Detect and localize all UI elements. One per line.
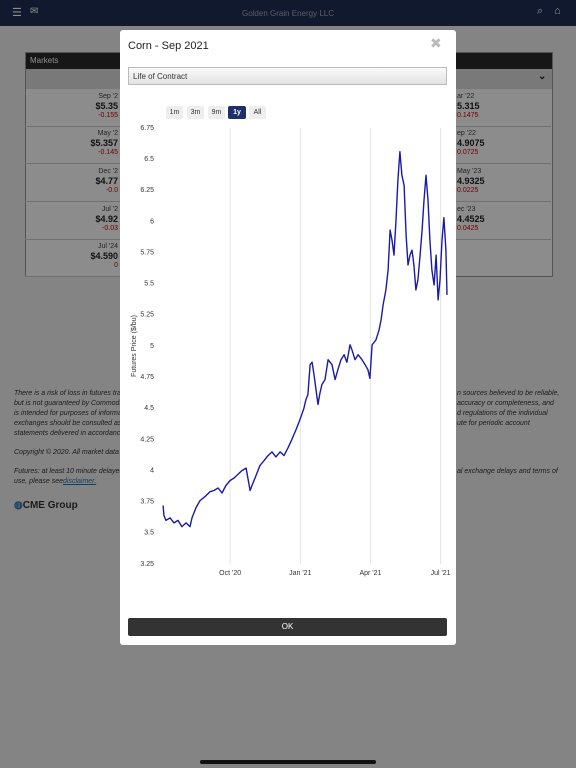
disclaimer-line: ute for periodic account bbox=[457, 420, 530, 427]
cell-border bbox=[456, 201, 551, 202]
cell-change: 0.1475 bbox=[457, 112, 479, 119]
disclaimer-line: There is a risk of loss in futures trad bbox=[14, 390, 125, 397]
cell-change: 0.0225 bbox=[457, 187, 479, 194]
cell-change: 0 bbox=[114, 262, 118, 269]
y-tick-label: 5.75 bbox=[140, 249, 154, 256]
cell-month: May '2 bbox=[97, 130, 118, 137]
y-tick-label: 3.25 bbox=[140, 561, 154, 568]
cell-border bbox=[25, 163, 120, 164]
cell-border bbox=[25, 201, 120, 202]
cell-month: ec '23 bbox=[457, 206, 476, 213]
cell-change: -0.155 bbox=[98, 112, 118, 119]
cell-month: Sep '2 bbox=[98, 93, 118, 100]
x-tick-label: Apr '21 bbox=[359, 570, 381, 577]
cell-price: 5.315 bbox=[457, 101, 480, 111]
x-tick-label: Jul '21 bbox=[431, 570, 451, 577]
disclaimer-line: is intended for purposes of informa bbox=[14, 410, 122, 417]
cell-price: $4.77 bbox=[95, 176, 118, 186]
chevron[interactable]: ⌄ bbox=[538, 71, 547, 82]
cell-change: -0.03 bbox=[102, 225, 118, 232]
y-tick-label: 4.5 bbox=[144, 405, 154, 412]
cell-border bbox=[25, 276, 120, 277]
chart-modal: Corn - Sep 2021 ✖ Life of Contract OK 1m… bbox=[120, 30, 456, 645]
y-tick-label: 6 bbox=[150, 218, 154, 225]
modal-title: Corn - Sep 2021 bbox=[128, 40, 209, 52]
delay-note: Futures: at least 10 minute delayed bbox=[14, 468, 124, 475]
cell-change: 0.0425 bbox=[457, 225, 479, 232]
disclaimer-line: statements delivered in accordance bbox=[14, 430, 125, 437]
y-tick-label: 5 bbox=[150, 343, 154, 350]
disclaimer-line: but is not guaranteed by Commodi bbox=[14, 400, 122, 407]
cell-border bbox=[25, 126, 120, 127]
cell-month: May '23 bbox=[457, 168, 482, 175]
delay-note: al exchange delays and terms of bbox=[457, 468, 558, 475]
y-axis-label: Futures Price ($/bu) bbox=[131, 315, 138, 377]
y-tick-label: 3.75 bbox=[140, 499, 154, 506]
range-button[interactable]: 1m bbox=[166, 106, 183, 119]
copyright: Copyright © 2020. All market data i bbox=[14, 449, 123, 456]
cell-change: -0.145 bbox=[98, 149, 118, 156]
y-tick-label: 6.5 bbox=[144, 156, 154, 163]
range-button[interactable]: 3m bbox=[187, 106, 204, 119]
top-bar: ☰ ✉ Golden Grain Energy LLC ⌕ ⌂ bbox=[0, 0, 576, 26]
select-text: Life of Contract bbox=[133, 72, 188, 81]
range-button[interactable]: All bbox=[249, 106, 266, 119]
mail-icon[interactable]: ✉ bbox=[30, 6, 39, 17]
cell-month: ep '22 bbox=[457, 130, 476, 137]
cell-border bbox=[456, 163, 551, 164]
see-text: use, please see bbox=[14, 478, 64, 485]
cell-border bbox=[456, 126, 551, 127]
y-tick-label: 4.75 bbox=[140, 374, 154, 381]
home-indicator bbox=[200, 760, 376, 764]
cell-month: Jul '2 bbox=[101, 206, 118, 213]
disclaimer-line: accuracy or completeness, and bbox=[457, 400, 554, 407]
x-tick-label: Oct '20 bbox=[219, 570, 241, 577]
cell-month: Dec '2 bbox=[98, 168, 118, 175]
close-button[interactable]: ✖ bbox=[430, 35, 442, 51]
y-tick-label: 5.25 bbox=[140, 312, 154, 319]
cell-border bbox=[25, 239, 120, 240]
y-tick-label: 4 bbox=[150, 467, 154, 474]
cell-price: $5.357 bbox=[90, 138, 118, 148]
cme-text: CME Group bbox=[22, 500, 78, 511]
cell-change: -0.0 bbox=[105, 187, 118, 194]
range-button[interactable]: 1y bbox=[228, 106, 246, 119]
disclaimer-line: exchanges should be consulted as bbox=[14, 420, 122, 427]
y-tick-label: 6.25 bbox=[140, 187, 154, 194]
app-title: Golden Grain Energy LLC bbox=[241, 9, 335, 18]
cell-price: $4.92 bbox=[95, 214, 118, 224]
search-icon[interactable]: ⌕ bbox=[537, 5, 544, 17]
disclaimer-link[interactable]: disclaimer. bbox=[63, 478, 97, 485]
cell-price: 4.9075 bbox=[457, 138, 485, 148]
range-button[interactable]: 9m bbox=[208, 106, 225, 119]
y-tick-label: 3.5 bbox=[144, 530, 154, 537]
y-tick-label: 4.25 bbox=[140, 436, 154, 443]
disclaimer-line: d regulations of the individual bbox=[457, 410, 548, 417]
cell-price: 4.4525 bbox=[457, 214, 485, 224]
cell-month: Jul '24 bbox=[97, 243, 118, 250]
range-select[interactable]: Life of Contract bbox=[128, 67, 447, 85]
cell-change: 0.0725 bbox=[457, 149, 479, 156]
menu-icon[interactable]: ☰ bbox=[12, 7, 22, 19]
x-tick-label: Jan '21 bbox=[289, 570, 311, 577]
home-icon[interactable]: ⌂ bbox=[554, 5, 561, 17]
cell-price: $5.35 bbox=[95, 101, 118, 111]
ok-text: OK bbox=[281, 622, 294, 631]
cell-month: ar '22 bbox=[457, 93, 475, 100]
cell-border bbox=[456, 239, 551, 240]
disclaimer-line: n sources believed to be reliable, bbox=[457, 390, 560, 397]
y-tick-label: 5.5 bbox=[144, 281, 154, 288]
cme-logo: ◍CME Group bbox=[14, 500, 78, 511]
cell-price: $4.590 bbox=[90, 251, 118, 261]
cell-price: 4.9325 bbox=[457, 176, 485, 186]
price-line bbox=[162, 151, 448, 528]
ok-button[interactable]: OK bbox=[128, 618, 447, 636]
y-tick-label: 6.75 bbox=[140, 125, 154, 132]
